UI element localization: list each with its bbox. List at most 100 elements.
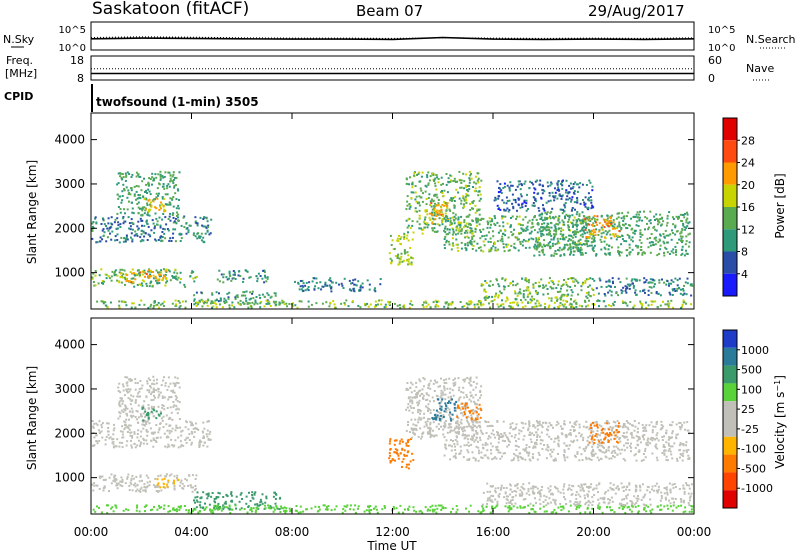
velocity-cell	[455, 505, 458, 507]
velocity-cell	[403, 454, 406, 457]
power-cell	[432, 199, 435, 202]
velocity-cell	[161, 406, 164, 409]
power-cell	[123, 189, 126, 192]
power-cell	[403, 237, 405, 240]
power-cell	[116, 279, 119, 282]
velocity-cell	[156, 483, 159, 486]
velocity-cell	[464, 378, 467, 381]
power-cell	[571, 214, 574, 217]
velocity-cell	[125, 412, 128, 415]
power-cell	[503, 285, 506, 288]
velocity-cell	[119, 415, 122, 418]
velocity-cell	[402, 458, 405, 461]
power-cell	[683, 254, 686, 257]
velocity-cell	[124, 409, 127, 412]
velocity-cell	[452, 382, 455, 385]
power-cell	[174, 228, 177, 231]
power-cell	[586, 217, 589, 220]
power-cell	[445, 233, 448, 236]
velocity-cell	[97, 429, 100, 432]
power-cell	[642, 289, 644, 292]
power-cell	[556, 183, 559, 186]
power-cell	[410, 191, 413, 194]
power-cell	[420, 189, 423, 192]
power-cell	[109, 226, 111, 229]
velocity-cell	[152, 432, 155, 435]
freq-left-tick-bottom: 8	[77, 72, 84, 85]
power-cell	[443, 305, 446, 308]
velocity-cell	[188, 439, 191, 441]
power-cell	[347, 305, 350, 308]
velocity-cell	[647, 505, 650, 508]
power-cell	[411, 181, 414, 184]
power-cell	[490, 223, 492, 226]
velocity-cell	[599, 506, 601, 509]
velocity-cell	[209, 508, 211, 511]
power-cell	[585, 292, 588, 294]
power-cell	[603, 246, 606, 249]
power-cell	[477, 177, 480, 180]
power-cell	[472, 200, 475, 202]
power-cell	[153, 231, 156, 234]
power-cell	[561, 180, 564, 183]
power-cell	[662, 300, 664, 303]
power-cell	[671, 229, 673, 232]
power-cell	[518, 232, 521, 235]
power-cell	[676, 230, 679, 233]
velocity-cell	[101, 475, 104, 478]
power-cell	[558, 194, 561, 197]
power-cell	[168, 201, 171, 204]
velocity-cell	[127, 509, 130, 512]
power-cell	[124, 283, 126, 286]
velocity-cell	[455, 401, 458, 404]
velocity-cell	[216, 504, 219, 507]
power-cell	[125, 280, 128, 283]
power-cell	[137, 228, 140, 231]
velocity-cell	[429, 505, 432, 508]
velocity-cell	[96, 423, 99, 426]
velocity-cell	[459, 426, 462, 429]
power-cell	[560, 295, 563, 298]
power-cell	[589, 232, 592, 235]
velocity-cell	[128, 489, 131, 492]
power-cell	[426, 222, 429, 225]
velocity-cell	[174, 395, 177, 397]
power-cell	[299, 280, 302, 282]
velocity-cell	[476, 414, 479, 417]
velocity-cell	[254, 511, 257, 514]
power-cell	[469, 223, 472, 225]
power-cell	[568, 247, 571, 250]
power-cell	[133, 185, 136, 188]
power-cell	[604, 219, 607, 222]
velocity-cell	[523, 506, 526, 509]
power-cell	[517, 249, 520, 252]
power-cell	[677, 217, 680, 220]
power-cell	[169, 219, 172, 222]
velocity-cell	[373, 507, 376, 510]
power-cell	[630, 238, 633, 241]
power-cell	[541, 212, 544, 215]
velocity-cell	[539, 507, 542, 510]
velocity-cell	[443, 387, 446, 390]
velocity-cell	[559, 505, 562, 508]
power-cell	[155, 192, 158, 195]
power-cell	[571, 280, 574, 283]
power-cell	[239, 299, 242, 302]
power-cell	[174, 240, 177, 243]
power-cell	[126, 238, 129, 241]
power-cell	[494, 242, 496, 245]
power-cell	[424, 300, 427, 303]
power-cell	[433, 178, 436, 181]
power-cell	[130, 306, 133, 309]
velocity-region-11	[442, 420, 691, 462]
velocity-cell	[575, 508, 578, 511]
velocity-cell	[165, 414, 168, 417]
power-cell	[523, 199, 526, 202]
power-cell	[202, 225, 205, 228]
power-cell	[651, 300, 654, 303]
power-cell	[130, 221, 133, 224]
power-cell	[573, 230, 576, 233]
power-cell	[524, 240, 527, 243]
power-cell	[535, 305, 538, 308]
power-cell	[564, 303, 566, 306]
